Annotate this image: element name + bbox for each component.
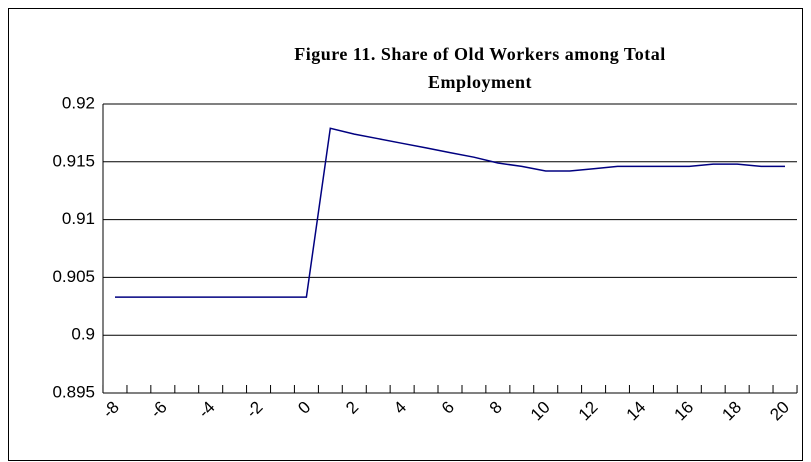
y-tick-label: 0.905	[52, 267, 95, 286]
x-tick-label: 2	[342, 398, 362, 418]
x-tick-label: -8	[99, 398, 123, 422]
x-tick-label: 6	[438, 398, 458, 418]
data-line	[115, 127, 785, 298]
x-tick-label: 18	[718, 398, 745, 425]
x-tick-label: -4	[195, 398, 219, 422]
x-tick-label: 0	[294, 398, 314, 418]
x-tick-label: 14	[623, 398, 650, 425]
y-tick-label: 0.915	[52, 151, 95, 170]
x-tick-label: 16	[670, 398, 697, 425]
x-tick-label: 20	[766, 398, 793, 425]
chart-title: Figure 11. Share of Old Workers among To…	[294, 44, 666, 92]
y-tick-label: 0.9	[71, 325, 95, 344]
x-tick-label: 8	[486, 398, 506, 418]
x-tick-label: -6	[147, 398, 171, 422]
y-tick-label: 0.91	[62, 209, 95, 228]
y-tick-label: 0.92	[62, 93, 95, 112]
x-tick-label: 4	[390, 398, 410, 418]
x-tick-label: -2	[242, 398, 266, 422]
chart-frame	[8, 8, 803, 461]
x-tick-label: 12	[575, 398, 602, 425]
y-tick-label: 0.895	[52, 382, 95, 401]
x-tick-label: 10	[527, 398, 554, 425]
